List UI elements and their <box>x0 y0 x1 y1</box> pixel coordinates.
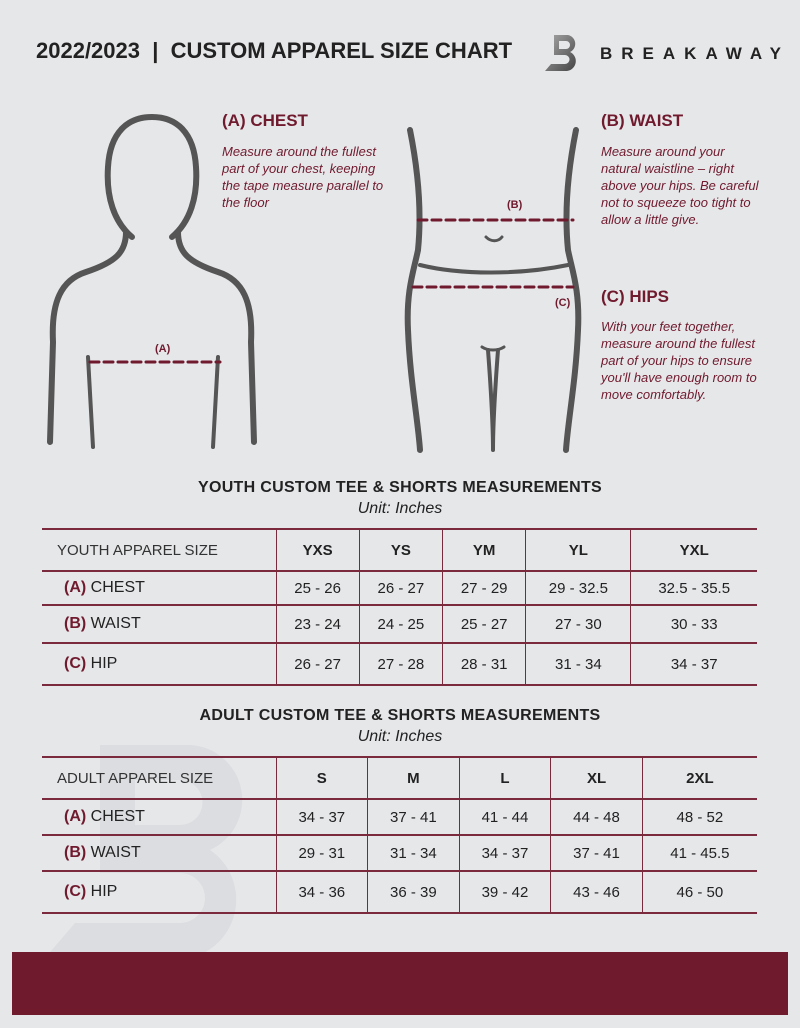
size-value-cell: 31 - 34 <box>367 834 460 872</box>
measure-label: WAIST <box>90 844 141 861</box>
size-value-cell: 29 - 31 <box>275 834 368 872</box>
adult-table-unit: Unit: Inches <box>357 728 443 745</box>
row-label: (B) WAIST <box>42 834 276 872</box>
adult-size-table: ADULT APPAREL SIZE S M L XL 2XL (A) CHES… <box>42 756 757 914</box>
brand-logo-icon <box>545 35 576 71</box>
header-cell: YOUTH APPAREL SIZE <box>42 528 276 572</box>
size-value-cell: 48 - 52 <box>641 798 757 836</box>
measure-mark: (B) <box>64 615 87 632</box>
upper-body-illustration <box>47 113 257 449</box>
header-cell: ADULT APPAREL SIZE <box>42 756 276 800</box>
lower-body-illustration <box>404 127 582 453</box>
measure-label: CHEST <box>90 808 145 825</box>
row-label: (B) WAIST <box>42 604 276 644</box>
measure-mark: (A) <box>64 808 87 825</box>
table-row: (C) HIP 26 - 27 27 - 28 28 - 31 31 - 34 34 - … <box>42 642 757 686</box>
size-value-cell: 37 - 41 <box>550 834 643 872</box>
header-cell: YXL <box>630 528 757 572</box>
size-value-cell: 27 - 29 <box>442 570 526 606</box>
size-value-cell: 34 - 37 <box>458 834 551 872</box>
size-value-cell: 26 - 27 <box>358 570 443 606</box>
row-label: (A) CHEST <box>42 570 276 606</box>
youth-table-title: YOUTH CUSTOM TEE & SHORTS MEASUREMENTS <box>197 479 603 496</box>
size-value-cell: 36 - 39 <box>367 870 460 914</box>
youth-size-table: YOUTH APPAREL SIZE YXS YS YM YL YXL (A) … <box>42 528 757 686</box>
size-value-cell: 41 - 44 <box>458 798 551 836</box>
size-value-cell: 23 - 24 <box>275 604 360 644</box>
size-value-cell: 25 - 26 <box>275 570 360 606</box>
table-header-row: YOUTH APPAREL SIZE YXS YS YM YL YXL <box>42 528 757 572</box>
youth-table-unit: Unit: Inches <box>357 500 443 517</box>
size-value-cell: 29 - 32.5 <box>525 570 631 606</box>
header-cell: L <box>458 756 551 800</box>
measure-label: HIP <box>90 655 118 672</box>
size-value-cell: 27 - 28 <box>358 642 443 686</box>
waist-heading: (B) WAIST <box>601 111 684 130</box>
size-value-cell: 31 - 34 <box>525 642 631 686</box>
row-label: (A) CHEST <box>42 798 276 836</box>
header-cell: YXS <box>275 528 360 572</box>
header-cell: YM <box>442 528 526 572</box>
waist-description: Measure around your natural waistline – … <box>601 144 759 227</box>
page-title: 2022/2023 | CUSTOM APPAREL SIZE CHART <box>36 38 513 63</box>
size-value-cell: 46 - 50 <box>641 870 757 914</box>
table-row: (A) CHEST 25 - 26 26 - 27 27 - 29 29 - 32.5 3… <box>42 570 757 606</box>
size-value-cell: 41 - 45.5 <box>641 834 757 872</box>
table-row: (C) HIP 34 - 36 36 - 39 39 - 42 43 - 46 46 - … <box>42 870 757 914</box>
measure-mark: (C) <box>64 655 87 672</box>
size-value-cell: 44 - 48 <box>550 798 643 836</box>
size-value-cell: 24 - 25 <box>358 604 443 644</box>
table-row: (B) WAIST 29 - 31 31 - 34 34 - 37 37 - 41 41 … <box>42 834 757 872</box>
chest-marker: (A) <box>155 343 171 355</box>
chest-heading: (A) CHEST <box>222 111 308 130</box>
adult-table-title: ADULT CUSTOM TEE & SHORTS MEASUREMENTS <box>199 707 601 724</box>
size-value-cell: 37 - 41 <box>367 798 460 836</box>
header-cell: YL <box>525 528 631 572</box>
measure-label: CHEST <box>90 579 145 596</box>
size-value-cell: 39 - 42 <box>458 870 551 914</box>
brand-name: BREAKAWAY <box>600 44 790 63</box>
measure-label: HIP <box>90 883 118 900</box>
size-value-cell: 32.5 - 35.5 <box>630 570 757 606</box>
size-value-cell: 30 - 33 <box>630 604 757 644</box>
row-label: (C) HIP <box>42 870 276 914</box>
hips-marker: (C) <box>555 297 571 309</box>
hips-heading: (C) HIPS <box>601 287 669 306</box>
row-label: (C) HIP <box>42 642 276 686</box>
header-cell: 2XL <box>641 756 757 800</box>
measure-mark: (A) <box>64 579 87 596</box>
table-header-row: ADULT APPAREL SIZE S M L XL 2XL <box>42 756 757 800</box>
waist-marker: (B) <box>507 199 523 211</box>
hips-description: With your feet together, measure around … <box>601 319 757 402</box>
chest-description: Measure around the fullest part of your … <box>222 144 384 210</box>
size-value-cell: 25 - 27 <box>442 604 526 644</box>
header-cell: YS <box>358 528 443 572</box>
header-cell: M <box>367 756 460 800</box>
size-value-cell: 28 - 31 <box>442 642 526 686</box>
size-value-cell: 26 - 27 <box>275 642 360 686</box>
header-cell: S <box>275 756 368 800</box>
size-value-cell: 34 - 36 <box>275 870 368 914</box>
measure-label: WAIST <box>90 615 141 632</box>
measure-mark: (C) <box>64 883 87 900</box>
table-row: (A) CHEST 34 - 37 37 - 41 41 - 44 44 - 48 48 … <box>42 798 757 836</box>
size-value-cell: 43 - 46 <box>550 870 643 914</box>
table-row: (B) WAIST 23 - 24 24 - 25 25 - 27 27 - 30 30 … <box>42 604 757 644</box>
size-value-cell: 34 - 37 <box>630 642 757 686</box>
size-value-cell: 34 - 37 <box>275 798 368 836</box>
footer-bar <box>12 952 788 1015</box>
measure-mark: (B) <box>64 844 87 861</box>
size-value-cell: 27 - 30 <box>525 604 631 644</box>
header-cell: XL <box>550 756 643 800</box>
